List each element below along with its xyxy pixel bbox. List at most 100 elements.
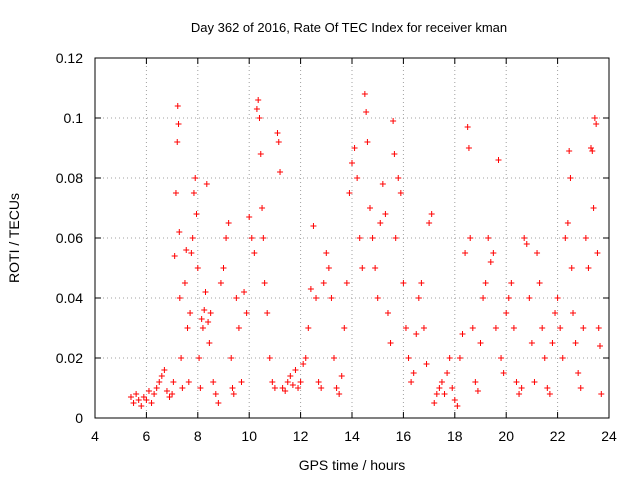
data-point — [328, 295, 335, 301]
data-point — [187, 310, 194, 316]
data-point — [151, 391, 158, 397]
data-point — [474, 388, 481, 394]
data-point — [446, 355, 453, 361]
data-point — [174, 103, 181, 109]
data-point — [391, 151, 398, 157]
data-point — [260, 235, 267, 241]
data-point — [449, 385, 456, 391]
data-point — [135, 397, 142, 403]
data-point — [241, 289, 248, 295]
data-point — [229, 385, 236, 391]
x-tick-label: 22 — [550, 428, 566, 444]
data-point — [531, 379, 538, 385]
data-point — [568, 265, 575, 271]
data-point — [456, 355, 463, 361]
data-point — [415, 295, 422, 301]
data-point — [418, 280, 425, 286]
data-point — [189, 235, 196, 241]
data-point — [336, 391, 343, 397]
axis-ticks: 4 6 8 10 12 14 16 18 20 22 24 0 0.02 0.04 0.06 0.08 0.1 0… — [56, 50, 617, 444]
data-point — [163, 388, 170, 394]
data-point — [230, 391, 237, 397]
data-point — [366, 205, 373, 211]
data-point — [591, 115, 598, 121]
data-point — [343, 280, 350, 286]
data-point — [566, 148, 573, 154]
data-point — [454, 403, 461, 409]
data-point — [572, 340, 579, 346]
data-point — [595, 325, 602, 331]
data-point — [492, 325, 499, 331]
data-point — [395, 175, 402, 181]
data-point — [590, 205, 597, 211]
data-point — [183, 247, 190, 253]
data-point — [528, 340, 535, 346]
data-point — [438, 379, 445, 385]
data-point — [246, 214, 253, 220]
data-point — [313, 295, 320, 301]
data-point — [562, 235, 569, 241]
data-point — [251, 250, 258, 256]
data-point — [201, 307, 208, 313]
data-point — [582, 235, 589, 241]
data-point — [549, 340, 556, 346]
data-point — [310, 223, 317, 229]
data-point — [279, 385, 286, 391]
data-point — [598, 391, 605, 397]
data-point — [185, 379, 192, 385]
y-tick-label: 0.12 — [56, 50, 83, 66]
data-point — [464, 124, 471, 130]
data-point — [397, 190, 404, 196]
data-point — [148, 400, 155, 406]
data-point — [552, 310, 559, 316]
y-tick-label: 0.04 — [56, 290, 83, 306]
data-point — [485, 235, 492, 241]
data-point — [325, 265, 332, 271]
data-point — [243, 310, 250, 316]
data-point — [523, 241, 530, 247]
data-point — [178, 355, 185, 361]
y-tick-label: 0.02 — [56, 350, 83, 366]
data-point — [477, 340, 484, 346]
data-point — [426, 220, 433, 226]
data-point — [361, 91, 368, 97]
data-point — [451, 397, 458, 403]
data-point — [482, 280, 489, 286]
data-point — [436, 385, 443, 391]
data-point — [261, 280, 268, 286]
data-point — [577, 385, 584, 391]
x-tick-label: 14 — [344, 428, 360, 444]
data-point — [282, 388, 289, 394]
data-point — [597, 343, 604, 349]
data-point — [174, 139, 181, 145]
data-point — [359, 265, 366, 271]
data-point — [315, 379, 322, 385]
data-point — [495, 157, 502, 163]
data-point — [518, 385, 525, 391]
data-point — [534, 250, 541, 256]
data-point — [169, 391, 176, 397]
data-point — [459, 331, 466, 337]
data-point — [297, 379, 304, 385]
data-point — [302, 355, 309, 361]
data-point — [374, 295, 381, 301]
data-point — [190, 190, 197, 196]
data-point — [158, 373, 165, 379]
data-point — [503, 310, 510, 316]
data-point — [198, 316, 205, 322]
data-point — [133, 391, 140, 397]
data-point — [188, 250, 195, 256]
data-point — [402, 325, 409, 331]
data-point — [400, 280, 407, 286]
chart-title: Day 362 of 2016, Rate Of TEC Index for r… — [191, 20, 507, 35]
data-point — [428, 211, 435, 217]
x-tick-label: 18 — [447, 428, 463, 444]
data-point — [269, 379, 276, 385]
data-point — [487, 259, 494, 265]
grid-lines — [95, 58, 609, 418]
data-point — [382, 211, 389, 217]
data-point — [179, 385, 186, 391]
data-point — [372, 265, 379, 271]
data-point — [564, 220, 571, 226]
data-point — [480, 295, 487, 301]
